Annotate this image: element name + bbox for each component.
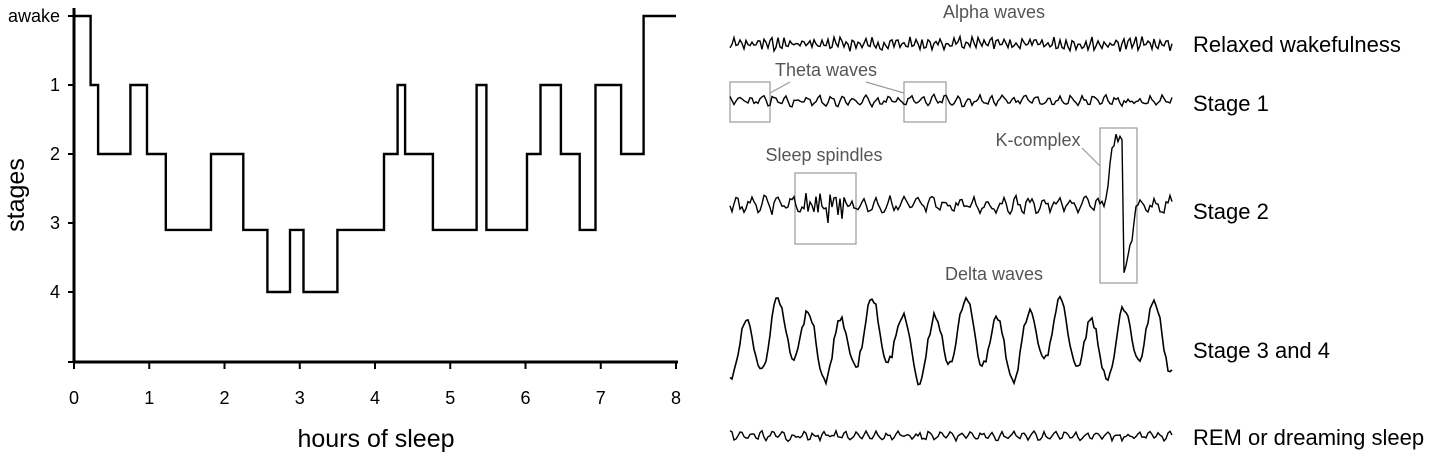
x-tick-label: 5 bbox=[445, 388, 455, 408]
theta-box-right bbox=[903, 81, 947, 123]
stage2-trace bbox=[729, 134, 1173, 273]
y-tick-label: 4 bbox=[50, 282, 60, 302]
stage-label-stage2: Stage 2 bbox=[1193, 199, 1269, 224]
k-complex-callout-line bbox=[1081, 147, 1101, 167]
rem-trace bbox=[729, 428, 1173, 443]
theta-waves-label: Theta waves bbox=[775, 60, 877, 80]
x-tick-label: 4 bbox=[370, 388, 380, 408]
stage-label-rem: REM or dreaming sleep bbox=[1193, 425, 1424, 450]
x-tick-label: 7 bbox=[596, 388, 606, 408]
alpha-trace bbox=[729, 34, 1173, 54]
y-axis-title: stages bbox=[2, 158, 30, 232]
delta-trace bbox=[729, 295, 1173, 387]
hypnogram-line bbox=[74, 14, 676, 294]
stage-label-stage1: Stage 1 bbox=[1193, 91, 1269, 116]
theta-callout-line-left bbox=[769, 81, 791, 94]
x-tick-label: 3 bbox=[295, 388, 305, 408]
x-tick-label: 2 bbox=[219, 388, 229, 408]
x-ticks: 0 1 2 3 4 5 6 7 8 bbox=[69, 362, 681, 408]
alpha-waves-label: Alpha waves bbox=[943, 2, 1045, 22]
theta-box-left bbox=[729, 81, 771, 123]
x-tick-label: 1 bbox=[144, 388, 154, 408]
x-tick-label: 6 bbox=[520, 388, 530, 408]
y-tick-label: 3 bbox=[50, 213, 60, 233]
eeg-panel: Alpha waves Theta waves Sleep spindles K… bbox=[729, 2, 1424, 450]
sleep-spindles-label: Sleep spindles bbox=[765, 145, 882, 165]
stage-label-relaxed: Relaxed wakefulness bbox=[1193, 32, 1401, 57]
x-axis-title: hours of sleep bbox=[297, 425, 454, 453]
y-tick-label: 1 bbox=[50, 75, 60, 95]
hypnogram-chart: awake 1 2 3 4 0 1 2 3 4 5 6 7 8 stages hours of slee… bbox=[2, 6, 681, 453]
y-tick-label: 2 bbox=[50, 144, 60, 164]
k-complex-label: K-complex bbox=[995, 130, 1080, 150]
y-tick-label: awake bbox=[8, 6, 60, 26]
x-tick-label: 8 bbox=[671, 388, 681, 408]
y-ticks: awake 1 2 3 4 bbox=[8, 6, 74, 363]
stage-label-stage34: Stage 3 and 4 bbox=[1193, 338, 1330, 363]
theta-trace bbox=[729, 92, 1173, 109]
k-complex-box bbox=[1099, 127, 1138, 284]
delta-waves-label: Delta waves bbox=[945, 264, 1043, 284]
theta-callout-line-right bbox=[865, 81, 905, 94]
x-tick-label: 0 bbox=[69, 388, 79, 408]
